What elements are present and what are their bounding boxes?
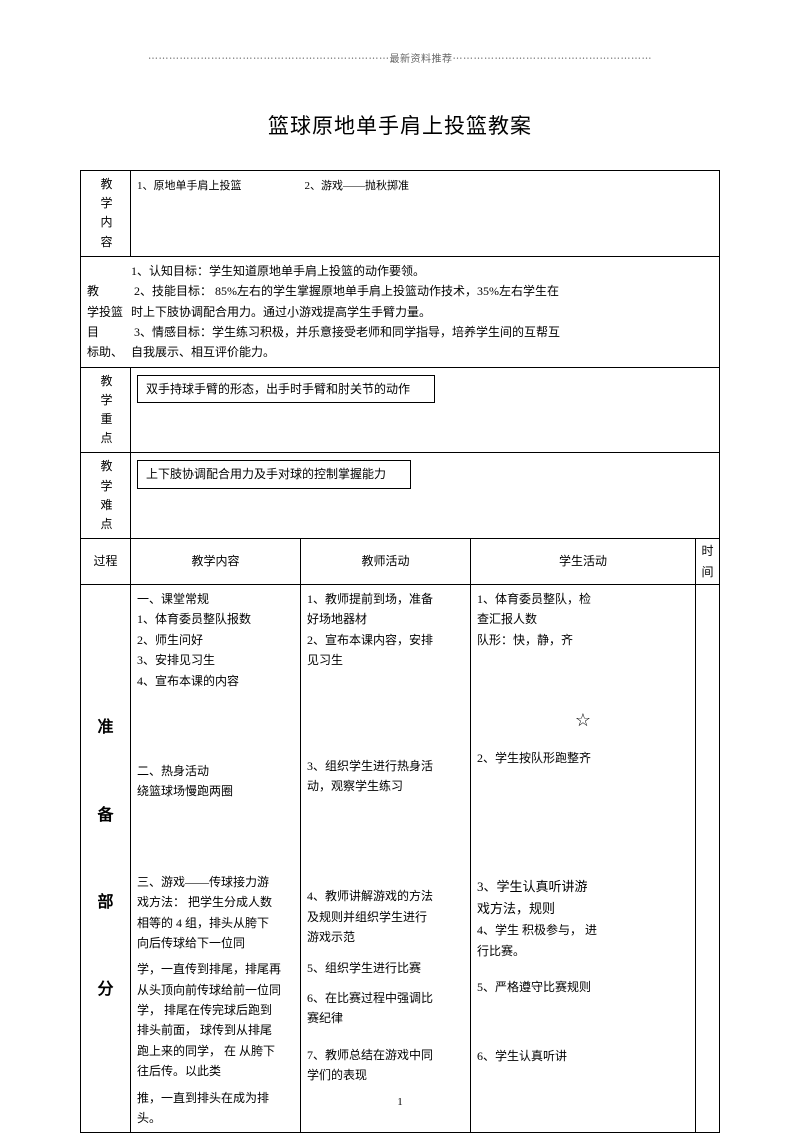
- label-teaching-content: 教 学内 容: [81, 171, 131, 257]
- prep-student: 1、体育委员整队，检 查汇报人数 队形：快，静，齐 ☆ 2、学生按队形跑整齐 3…: [471, 584, 696, 1132]
- content-item-2: 2、游戏——抛秋掷准: [305, 180, 410, 192]
- head-process: 过程: [81, 539, 131, 585]
- star-icon: ☆: [477, 705, 689, 736]
- head-content: 教学内容: [131, 539, 301, 585]
- phase-p3: 部: [81, 859, 130, 946]
- st3-3: 5、严格遵守比赛规则: [477, 977, 689, 997]
- teaching-content-cell: 1、原地单手肩上投篮 2、游戏——抛秋掷准: [131, 171, 720, 257]
- st3-2b: 行比赛。: [477, 941, 689, 961]
- t3-1a: 4、教师讲解游戏的方法: [307, 886, 464, 906]
- content-item-1: 1、原地单手肩上投篮: [137, 180, 242, 192]
- st3-2a: 4、学生 积极参与， 进: [477, 920, 689, 940]
- time-cell: [696, 584, 720, 1132]
- st3-1a: 3、学生认真听讲游: [477, 876, 689, 898]
- head-teacher: 教师活动: [301, 539, 471, 585]
- s1-1: 1、体育委员整队报数: [137, 609, 294, 629]
- key-point-cell: 双手持球手臂的形态，出手时手臂和肘关节的动作: [131, 367, 720, 453]
- prep-teacher: 1、教师提前到场，准备 好场地器材 2、宣布本课内容，安排 见习生 3、组织学生…: [301, 584, 471, 1132]
- head-student: 学生活动: [471, 539, 696, 585]
- t2-1b: 动，观察学生练习: [307, 776, 464, 796]
- phase-p1: 准: [81, 684, 130, 771]
- label-key-point: 教 学重 点: [81, 367, 131, 453]
- s3-7: 排头前面， 球传到从排尾: [137, 1020, 294, 1040]
- t3-4b: 学们的表现: [307, 1065, 464, 1085]
- t1-1b: 好场地器材: [307, 609, 464, 629]
- s3-11: 头。: [137, 1108, 294, 1128]
- t3-2: 5、组织学生进行比赛: [307, 958, 464, 978]
- obj-line-2b: 学投篮时上下肢协调配合用力。通过小游戏提高学生手臂力量。: [87, 302, 713, 322]
- label-difficulty: 教 学难 点: [81, 453, 131, 539]
- s3-4: 学，一直传到排尾，排尾再: [137, 959, 294, 979]
- obj-line-2: 教 2、技能目标： 85%左右的学生掌握原地单手肩上投篮动作技术，35%左右学生…: [87, 281, 713, 301]
- phase-p4: 分: [81, 946, 130, 1033]
- s3-5: 从头顶向前传球给前一位同: [137, 980, 294, 1000]
- document-title: 篮球原地单手肩上投篮教案: [80, 110, 720, 140]
- page-number: 1: [0, 1096, 800, 1108]
- prep-content: 一、课堂常规 1、体育委员整队报数 2、师生问好 3、安排见习生 4、宣布本课的…: [131, 584, 301, 1132]
- t3-1c: 游戏示范: [307, 927, 464, 947]
- s3-3: 向后传球给下一位同: [137, 933, 294, 953]
- difficulty-cell: 上下肢协调配合用力及手对球的控制掌握能力: [131, 453, 720, 539]
- header-watermark: ⋯⋯⋯⋯⋯⋯⋯⋯⋯⋯⋯⋯⋯⋯⋯⋯⋯⋯⋯⋯⋯⋯⋯最新资料推荐⋯⋯⋯⋯⋯⋯⋯⋯⋯⋯⋯…: [80, 50, 720, 65]
- t3-3b: 赛纪律: [307, 1008, 464, 1028]
- s2-1: 绕篮球场慢跑两圈: [137, 781, 294, 801]
- st1-1b: 查汇报人数: [477, 609, 689, 629]
- s1-4: 4、宣布本课的内容: [137, 671, 294, 691]
- st2-1: 2、学生按队形跑整齐: [477, 748, 689, 768]
- s1-3: 3、安排见习生: [137, 650, 294, 670]
- t1-1a: 1、教师提前到场，准备: [307, 589, 464, 609]
- lesson-plan-table: 教 学内 容 1、原地单手肩上投篮 2、游戏——抛秋掷准 1、认知目标：学生知道…: [80, 170, 720, 1133]
- t1-2a: 2、宣布本课内容，安排: [307, 630, 464, 650]
- t3-3a: 6、在比赛过程中强调比: [307, 988, 464, 1008]
- s1-2: 2、师生问好: [137, 630, 294, 650]
- st3-1b: 戏方法，规则: [477, 898, 689, 920]
- st3-4: 6、学生认真听讲: [477, 1046, 689, 1066]
- t3-1b: 及规则并组织学生进行: [307, 907, 464, 927]
- head-time: 时间: [696, 539, 720, 585]
- obj-line-3: 目 3、情感目标：学生练习积极，并乐意接受老师和同学指导，培养学生间的互帮互: [87, 322, 713, 342]
- s2-h: 二、热身活动: [137, 761, 294, 781]
- key-point-box: 双手持球手臂的形态，出手时手臂和肘关节的动作: [137, 375, 435, 403]
- s3-1: 戏方法： 把学生分成人数: [137, 892, 294, 912]
- st1-2: 队形：快，静，齐: [477, 630, 689, 650]
- s3-2: 相等的 4 组，排头从胯下: [137, 913, 294, 933]
- s3-h: 三、游戏——传球接力游: [137, 872, 294, 892]
- difficulty-box: 上下肢协调配合用力及手对球的控制掌握能力: [137, 460, 411, 488]
- t3-4a: 7、教师总结在游戏中同: [307, 1045, 464, 1065]
- s1-h: 一、课堂常规: [137, 589, 294, 609]
- objectives-row: 1、认知目标：学生知道原地单手肩上投篮的动作要领。 教 2、技能目标： 85%左…: [81, 256, 720, 367]
- obj-line-4: 标助、自我展示、相互评价能力。: [87, 342, 713, 362]
- phase-label: 准 备 部 分: [81, 584, 131, 1132]
- st1-1a: 1、体育委员整队，检: [477, 589, 689, 609]
- s3-6: 学， 排尾在传完球后跑到: [137, 1000, 294, 1020]
- t2-1a: 3、组织学生进行热身活: [307, 756, 464, 776]
- s3-8: 跑上来的同学， 在 从胯下: [137, 1041, 294, 1061]
- s3-9: 往后传。以此类: [137, 1061, 294, 1081]
- t1-2b: 见习生: [307, 650, 464, 670]
- phase-p2: 备: [81, 772, 130, 859]
- obj-line-1: 1、认知目标：学生知道原地单手肩上投篮的动作要领。: [87, 261, 713, 281]
